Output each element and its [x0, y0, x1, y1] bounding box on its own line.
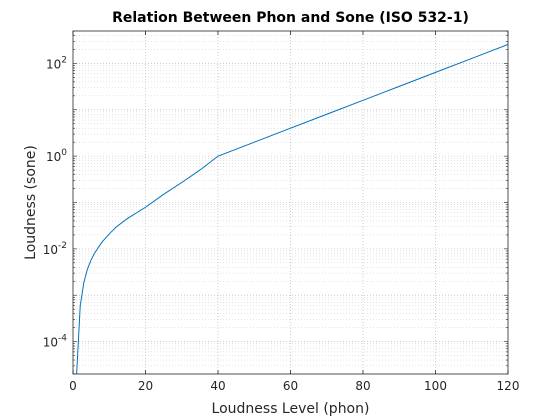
- ticks: 0 20 40 60 80 100 120 10-4 10-2 100 102: [43, 30, 520, 393]
- chart-title: Relation Between Phon and Sone (ISO 532-…: [112, 10, 469, 26]
- x-tick-label: 20: [138, 379, 153, 393]
- x-tick-label: 0: [69, 379, 77, 393]
- x-tick-label: 60: [283, 379, 298, 393]
- x-axis-label: Loudness Level (phon): [212, 401, 370, 417]
- x-tick-label: 40: [210, 379, 225, 393]
- y-tick-label: 102: [46, 55, 67, 71]
- x-tick-label: 80: [355, 379, 370, 393]
- x-tick-label: 120: [497, 379, 520, 393]
- x-tick-label: 100: [424, 379, 447, 393]
- y-tick-label: 10-4: [43, 334, 68, 350]
- y-axis-label: Loudness (sone): [23, 145, 39, 260]
- grid: [73, 30, 508, 375]
- y-tick-label: 10-2: [43, 241, 67, 257]
- y-tick-label: 100: [46, 148, 67, 164]
- series-line-layer: [76, 44, 508, 374]
- phon-sone-curve: [76, 44, 508, 374]
